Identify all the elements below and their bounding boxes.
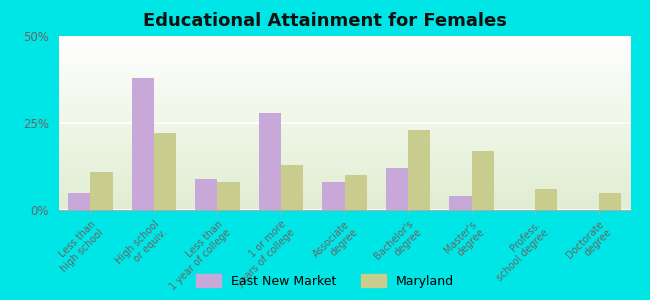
Bar [154, 134, 176, 210]
Bar [599, 193, 621, 210]
Bar [344, 175, 367, 210]
Bar [281, 165, 303, 210]
Bar [217, 182, 240, 210]
Bar [322, 182, 344, 210]
Bar [195, 179, 217, 210]
Bar [131, 78, 154, 210]
Bar [408, 130, 430, 210]
Text: Educational Attainment for Females: Educational Attainment for Females [143, 12, 507, 30]
Bar [386, 168, 408, 210]
Bar [535, 189, 558, 210]
Bar [90, 172, 112, 210]
Bar [259, 112, 281, 210]
Bar [449, 196, 472, 210]
Bar [68, 193, 90, 210]
Legend: East New Market, Maryland: East New Market, Maryland [196, 274, 454, 288]
Bar [472, 151, 494, 210]
